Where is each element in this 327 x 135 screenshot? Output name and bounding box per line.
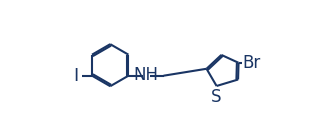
Text: Br: Br xyxy=(242,54,261,72)
Text: S: S xyxy=(211,88,222,106)
Text: NH: NH xyxy=(133,65,158,84)
Text: I: I xyxy=(74,67,79,85)
